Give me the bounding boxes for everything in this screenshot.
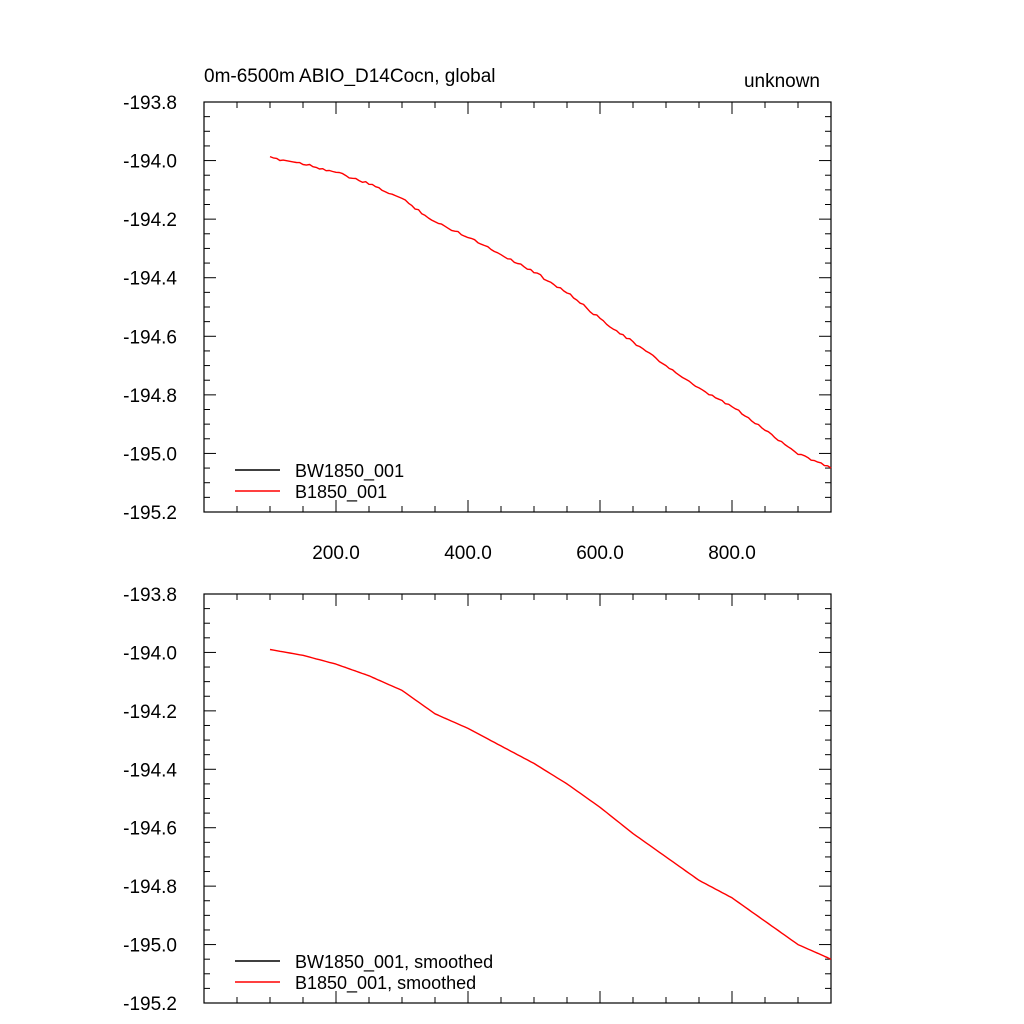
y-tick-label: -195.2 — [123, 503, 177, 524]
legend-label: B1850_001 — [295, 482, 387, 503]
y-tick-label: -194.4 — [123, 760, 177, 781]
plot-frame — [203, 101, 832, 513]
y-tick-label: -195.2 — [123, 994, 177, 1015]
x-tick-label: 400.0 — [444, 543, 492, 564]
y-tick-label: -194.4 — [123, 269, 177, 290]
x-tick-label: 600.0 — [576, 543, 624, 564]
y-tick-label: -194.2 — [123, 210, 177, 231]
y-tick-label: -195.0 — [123, 444, 177, 465]
y-tick-label: -194.8 — [123, 877, 177, 898]
y-tick-label: -193.8 — [123, 93, 177, 114]
y-tick-label: -194.6 — [123, 327, 177, 348]
legend-label: BW1850_001, smoothed — [295, 952, 493, 973]
plot-frame — [203, 593, 832, 1004]
series-line — [269, 155, 832, 469]
legend-label: B1850_001, smoothed — [295, 973, 476, 994]
x-tick-label: 800.0 — [708, 543, 756, 564]
x-tick-label: 200.0 — [312, 543, 360, 564]
series-line — [269, 648, 832, 960]
chart-title-right: unknown — [744, 71, 820, 92]
y-tick-label: -194.8 — [123, 386, 177, 407]
legend-label: BW1850_001 — [295, 461, 404, 482]
y-tick-label: -194.0 — [123, 152, 177, 173]
bottom-panel: -193.8 -194.0 -194.2 -194.4 -194.6 -194.8 -195… — [123, 585, 832, 1015]
y-tick-label: -194.2 — [123, 702, 177, 723]
y-tick-label: -194.6 — [123, 819, 177, 840]
chart-title-left: 0m-6500m ABIO_D14Cocn, global — [204, 66, 496, 87]
top-panel: 200.0 400.0 600.0 800.0 -193.8 -194.0 -194.2 -1… — [123, 93, 832, 564]
y-tick-label: -194.0 — [123, 643, 177, 664]
y-tick-label: -193.8 — [123, 585, 177, 606]
y-tick-label: -195.0 — [123, 936, 177, 957]
